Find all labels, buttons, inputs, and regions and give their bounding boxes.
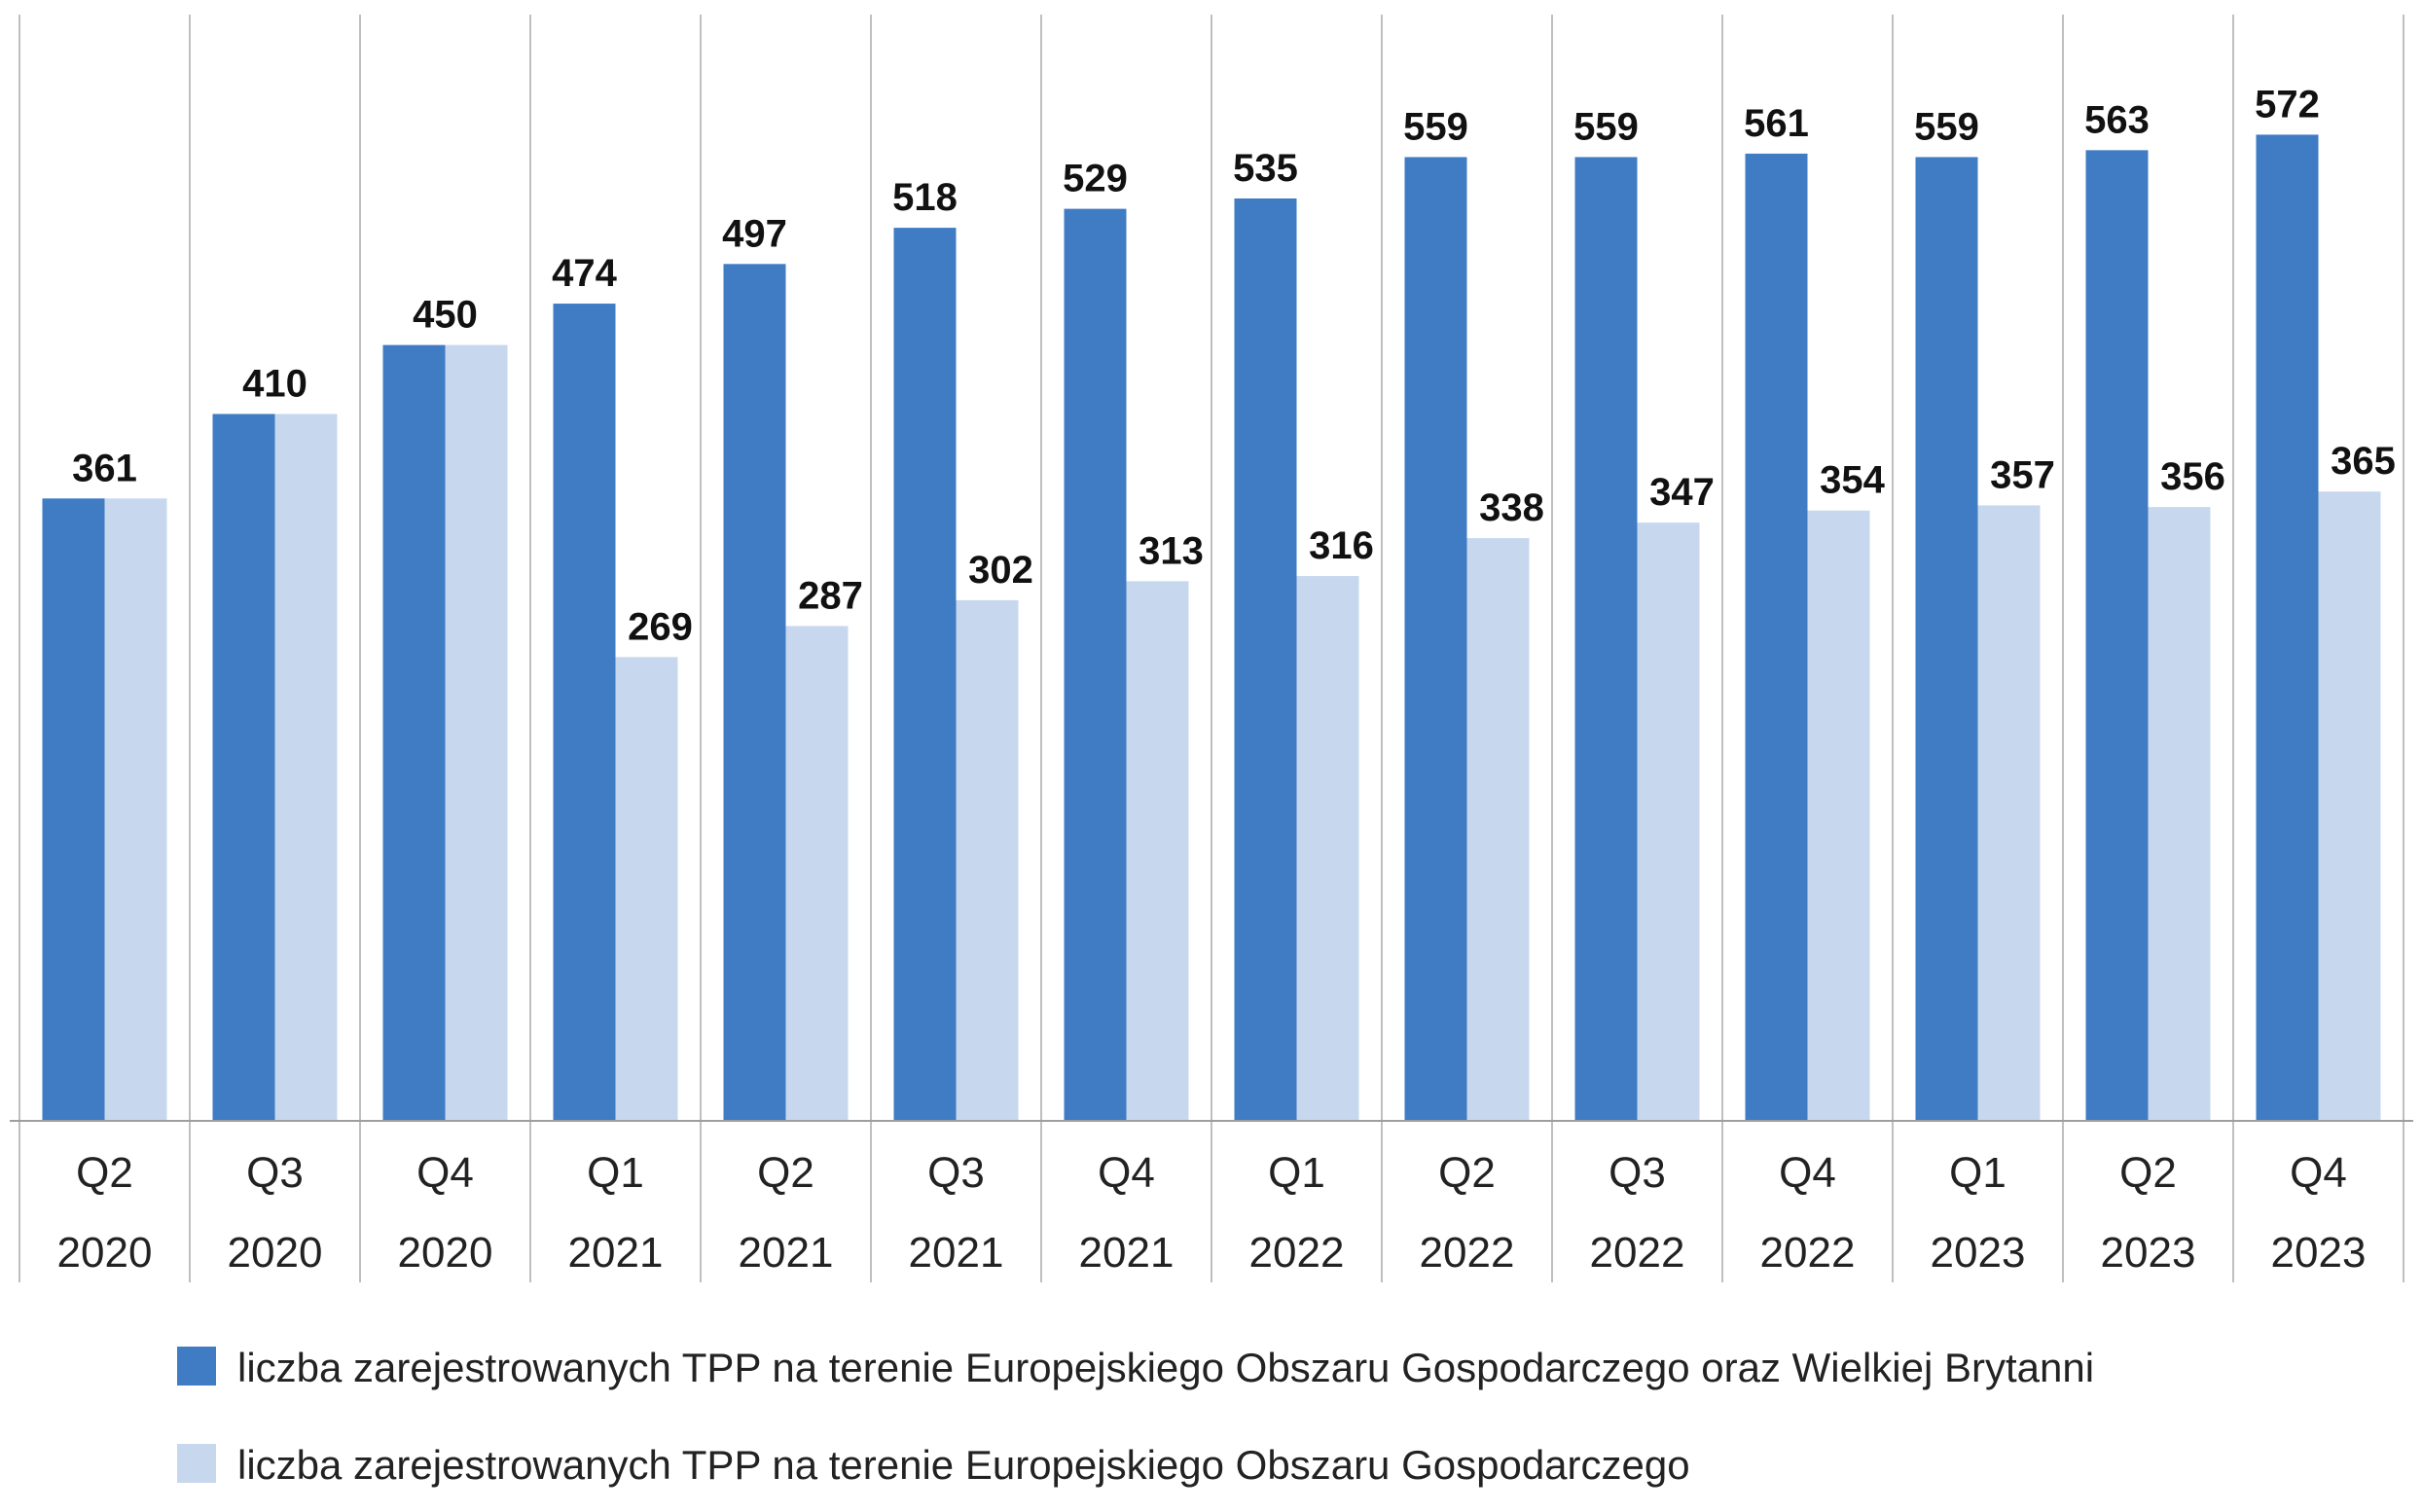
data-label-series-1: 559	[1914, 105, 1979, 148]
x-tick-quarter: Q3	[246, 1149, 304, 1197]
bars	[42, 134, 2381, 1122]
x-tick-year: 2022	[1590, 1229, 1685, 1277]
x-tick-quarter: Q2	[76, 1149, 133, 1197]
data-label-series-2: 316	[1309, 524, 1374, 567]
x-tick-quarter: Q1	[587, 1149, 644, 1197]
data-label-series-1: 561	[1744, 102, 1809, 145]
bar-series-2	[2148, 507, 2211, 1121]
data-label-series-2: 302	[968, 549, 1033, 592]
bar-series-2	[2318, 491, 2381, 1122]
data-label-series-1: 410	[242, 362, 307, 405]
data-label-series-2: 269	[628, 605, 693, 648]
data-label-series-2: 347	[1649, 471, 1715, 514]
bar-series-1	[382, 344, 446, 1122]
x-tick-year: 2023	[2271, 1229, 2367, 1277]
data-label-series-1: 518	[892, 176, 958, 219]
bar-series-2	[1126, 581, 1189, 1121]
x-tick-quarter: Q2	[1438, 1149, 1496, 1197]
legend-label-series-1: liczba zarejestrowanych TPP na terenie E…	[237, 1345, 2094, 1390]
data-label-series-2: 313	[1139, 529, 1204, 572]
bar-series-1	[1064, 208, 1127, 1121]
data-label-series-1: 474	[552, 252, 617, 295]
x-tick-year: 2023	[2101, 1229, 2196, 1277]
data-label-series-2: 356	[2160, 455, 2225, 498]
legend-label-series-2: liczba zarejestrowanych TPP na terenie E…	[237, 1442, 1690, 1488]
data-label-series-2: 354	[1820, 459, 1885, 502]
data-label-series-1: 361	[72, 447, 137, 489]
data-label-series-1: 572	[2255, 83, 2320, 126]
x-tick-quarter: Q2	[757, 1149, 814, 1197]
x-tick-quarter: Q1	[1949, 1149, 2006, 1197]
data-label-series-1: 563	[2084, 98, 2150, 141]
legend: liczba zarejestrowanych TPP na terenie E…	[177, 1345, 2094, 1488]
x-tick-year: 2021	[1079, 1229, 1175, 1277]
data-label-series-1: 559	[1403, 105, 1468, 148]
x-tick-year: 2020	[398, 1229, 493, 1277]
x-tick-year: 2022	[1760, 1229, 1856, 1277]
x-tick-quarter: Q3	[1609, 1149, 1666, 1197]
x-tick-year: 2021	[568, 1229, 664, 1277]
bar-series-1	[1915, 157, 1978, 1121]
x-tick-year: 2020	[57, 1229, 153, 1277]
bar-series-2	[445, 344, 508, 1122]
bar-series-1	[2256, 134, 2319, 1121]
bar-series-1	[893, 228, 957, 1121]
bar-series-1	[42, 498, 105, 1121]
bar-series-2	[274, 414, 338, 1122]
x-tick-quarter: Q4	[2290, 1149, 2347, 1197]
data-label-series-2: 357	[1990, 453, 2055, 496]
bar-series-2	[785, 626, 849, 1121]
bar-series-1	[1404, 157, 1467, 1121]
data-label-series-2: 338	[1479, 486, 1544, 529]
bar-series-2	[1637, 522, 1700, 1121]
category-separators	[18, 15, 2404, 1282]
bar-series-1	[723, 264, 786, 1121]
x-tick-quarter: Q2	[2119, 1149, 2177, 1197]
data-label-series-1: 535	[1233, 147, 1298, 190]
data-label-series-2: 287	[798, 574, 863, 617]
x-tick-quarter: Q4	[416, 1149, 474, 1197]
x-tick-year: 2023	[1931, 1229, 2026, 1277]
x-tick-year: 2021	[909, 1229, 1004, 1277]
bar-series-2	[1977, 505, 2041, 1121]
x-tick-quarter: Q4	[1098, 1149, 1155, 1197]
bar-series-2	[1466, 538, 1530, 1121]
data-label-series-1: 529	[1063, 158, 1128, 200]
x-axis-tick-labels: Q2 2020 Q3 2020 Q4 2020 Q1 2021 Q2 2021 Q3 2021 Q4 20…	[57, 1149, 2367, 1277]
data-label-series-1: 559	[1573, 105, 1639, 148]
x-tick-year: 2022	[1420, 1229, 1515, 1277]
bar-series-1	[1574, 157, 1638, 1121]
data-label-series-1: 450	[413, 294, 478, 337]
bar-series-1	[2085, 150, 2149, 1121]
bar-series-2	[1296, 576, 1359, 1121]
bar-series-1	[1234, 198, 1297, 1122]
bar-series-1	[1745, 153, 1808, 1121]
x-tick-quarter: Q3	[927, 1149, 985, 1197]
bar-series-2	[615, 657, 678, 1121]
bar-series-2	[104, 498, 167, 1121]
data-label-series-1: 497	[722, 212, 787, 255]
x-tick-year: 2020	[228, 1229, 323, 1277]
legend-swatch-series-1	[177, 1347, 216, 1386]
x-tick-quarter: Q4	[1779, 1149, 1836, 1197]
data-label-series-2: 365	[2331, 440, 2396, 483]
bar-series-2	[1807, 510, 1870, 1121]
x-tick-year: 2022	[1249, 1229, 1345, 1277]
bar-series-2	[956, 599, 1019, 1121]
bar-series-1	[212, 414, 275, 1122]
legend-swatch-series-2	[177, 1444, 216, 1483]
x-tick-quarter: Q1	[1268, 1149, 1325, 1197]
bar-series-1	[553, 304, 616, 1121]
data-labels: 361 410 450 474 269 497 287 518 302 529 313 535 316 5…	[72, 83, 2396, 648]
x-tick-year: 2021	[739, 1229, 834, 1277]
